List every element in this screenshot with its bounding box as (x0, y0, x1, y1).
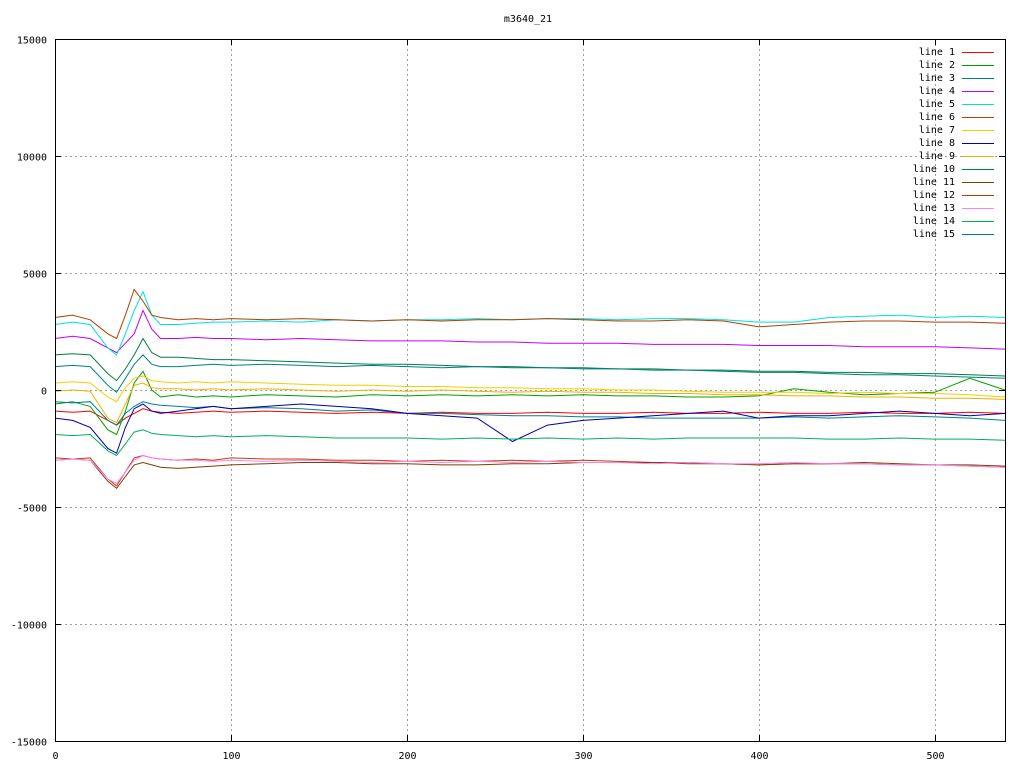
legend-label: line 8 (919, 138, 955, 149)
x-tick-label: 200 (398, 751, 416, 762)
series-line (54, 454, 1006, 485)
series-line (54, 408, 1006, 426)
legend-label: line 6 (919, 112, 955, 123)
legend-label: line 3 (919, 73, 955, 84)
x-tick-label: 400 (750, 751, 768, 762)
legend-label: line 11 (913, 177, 955, 188)
series-line (54, 458, 1006, 490)
series-line (54, 354, 1006, 394)
legend-label: line 7 (919, 125, 955, 136)
x-tick-label: 0 (52, 751, 58, 762)
legend-label: line 4 (919, 86, 955, 97)
series-line (54, 337, 1006, 382)
legend-label: line 5 (919, 99, 955, 110)
series-line (54, 382, 1006, 424)
legend-label: line 9 (919, 151, 955, 162)
legend-label: line 13 (913, 203, 955, 214)
series-line (54, 288, 1006, 340)
grid-lines (55, 39, 1005, 741)
series-line (54, 309, 1006, 354)
y-tick-label: -10000 (11, 621, 47, 632)
legend-label: line 10 (913, 164, 955, 175)
series-line (54, 290, 1006, 356)
series-line (54, 370, 1006, 436)
y-tick-label: 10000 (17, 153, 47, 164)
legend: line 1 line 2 line 3 line 4 line 5 line 6 line… (913, 47, 994, 240)
axis-ticks: -15000 -10000 -5000 0 5000 10000 15000 0 100 200 3… (11, 36, 1005, 762)
series-lines (54, 288, 1006, 490)
legend-label: line 15 (913, 229, 955, 240)
chart-title: m3640_21 (504, 14, 552, 25)
x-tick-label: 500 (926, 751, 944, 762)
series-line (54, 403, 1006, 454)
series-line (54, 375, 1006, 403)
series-line (54, 429, 1006, 457)
legend-label: line 2 (919, 60, 955, 71)
legend-label: line 12 (913, 190, 955, 201)
y-tick-label: 15000 (17, 36, 47, 47)
x-tick-label: 100 (222, 751, 240, 762)
x-tick-label: 300 (574, 751, 592, 762)
legend-label: line 1 (919, 47, 955, 58)
legend-label: line 14 (913, 216, 955, 227)
y-tick-label: -5000 (17, 504, 47, 515)
y-tick-label: 0 (41, 387, 47, 398)
y-tick-label: 5000 (23, 270, 47, 281)
y-tick-label: -15000 (11, 738, 47, 749)
series-line (54, 401, 1006, 426)
